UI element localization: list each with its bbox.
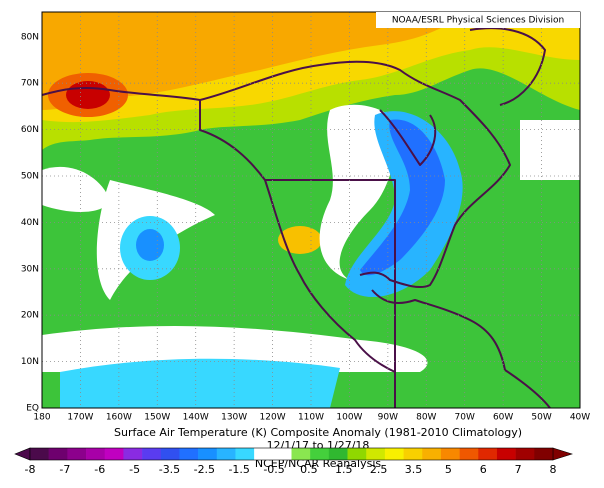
colorbar-label: 1.5	[335, 463, 353, 476]
cool-area	[136, 229, 164, 261]
neutral-area	[319, 104, 397, 280]
colorbar-label: -5	[129, 463, 140, 476]
lon-label: 120W	[260, 413, 286, 423]
colorbar-swatch	[478, 448, 498, 460]
cool-area	[360, 119, 445, 276]
lat-label: 20N	[21, 311, 39, 321]
colorbar-label: -3.5	[159, 463, 180, 476]
neutral-area	[520, 120, 580, 180]
neutral-area	[42, 325, 428, 372]
colorbar-swatch	[272, 448, 292, 460]
colorbar-label: -1.5	[228, 463, 249, 476]
lon-label: 140W	[183, 413, 209, 423]
colorbar-label: -8	[25, 463, 36, 476]
lon-label: 50W	[531, 413, 551, 423]
colorbar-swatch	[142, 448, 162, 460]
colorbar-swatch	[30, 448, 49, 460]
coastlines	[41, 27, 551, 409]
colorbar-label: -2.5	[194, 463, 215, 476]
colorbar-swatch	[515, 448, 535, 460]
neutral-area	[42, 166, 110, 212]
colorbar-swatch	[86, 448, 106, 460]
colorbar-swatch	[328, 448, 348, 460]
colorbar-swatch	[104, 448, 124, 460]
colorbar-swatch	[235, 448, 255, 460]
lon-label: 60W	[493, 413, 513, 423]
warm-band	[42, 12, 470, 110]
colorbar-swatch	[67, 448, 87, 460]
colorbar-swatch	[216, 448, 236, 460]
colorbar-swatch	[422, 448, 442, 460]
lat-label: 80N	[21, 32, 39, 42]
colorbar-swatch	[403, 448, 423, 460]
colorbar: -8 -7 -6 -5 -3.5 -2.5 -1.5 -0.5 0.5 1.5 2.5 3.5 5 6 7 8	[14, 447, 573, 476]
colorbar-swatch	[291, 448, 311, 460]
coastline	[469, 27, 546, 106]
lon-label: 160W	[106, 413, 132, 423]
colorbar-swatch	[347, 448, 367, 460]
coastline	[41, 86, 396, 373]
colorbar-swatch	[366, 448, 386, 460]
coastline	[504, 369, 551, 409]
colorbar-swatch	[440, 448, 460, 460]
colorbar-swatch	[384, 448, 404, 460]
plot-frame	[41, 11, 581, 409]
coastline	[199, 60, 511, 289]
lat-label: 40N	[21, 218, 39, 228]
colorbar-label: 2.5	[370, 463, 388, 476]
lon-label: 180	[33, 413, 50, 423]
colorbar-end	[552, 447, 573, 461]
colorbar-label: 6	[480, 463, 487, 476]
warm-core	[66, 81, 110, 109]
lon-label: 80W	[416, 413, 436, 423]
colorbar-swatch	[48, 448, 68, 460]
colorbar-frame	[29, 447, 554, 461]
colorbar-swatch	[123, 448, 143, 460]
colorbar-swatch	[496, 448, 516, 460]
header-source: NOAA/ESRL Physical Sciences Division	[392, 16, 564, 26]
lat-label: 30N	[21, 264, 39, 274]
colorbar-end	[14, 447, 31, 461]
colorbar-swatch	[198, 448, 218, 460]
coastline	[371, 289, 506, 371]
colorbar-swatch	[179, 448, 199, 460]
cool-area	[60, 358, 340, 408]
header-box	[376, 12, 580, 28]
colorbar-swatch	[459, 448, 479, 460]
lat-label: 50N	[21, 172, 39, 182]
colorbar-label: 8	[550, 463, 557, 476]
graticule	[42, 12, 580, 408]
lat-label: 70N	[21, 79, 39, 89]
lon-label: 130W	[221, 413, 247, 423]
colorbar-label: 3.5	[405, 463, 423, 476]
colorbar-label: -7	[59, 463, 70, 476]
lon-label: 40W	[570, 413, 590, 423]
lat-label: EQ	[26, 404, 39, 414]
colorbar-swatch	[534, 448, 554, 460]
lon-label: 110W	[298, 413, 324, 423]
lon-label: 170W	[67, 413, 93, 423]
caption-title: Surface Air Temperature (K) Composite An…	[114, 426, 522, 439]
boundary	[199, 100, 396, 408]
lon-label: 70W	[455, 413, 475, 423]
colorbar-label: 7	[515, 463, 522, 476]
lat-label: 10N	[21, 357, 39, 367]
colorbar-swatch	[160, 448, 180, 460]
colorbar-label: 0.5	[300, 463, 318, 476]
colorbar-label: 5	[445, 463, 452, 476]
lon-label: 90W	[378, 413, 398, 423]
lat-label: 60N	[21, 125, 39, 135]
coastline	[379, 109, 437, 166]
colorbar-swatch	[310, 448, 330, 460]
colorbar-swatch	[254, 448, 274, 460]
lon-label: 150W	[144, 413, 170, 423]
colorbar-label: -0.5	[263, 463, 284, 476]
lon-label: 100W	[336, 413, 362, 423]
colorbar-label: -6	[94, 463, 105, 476]
